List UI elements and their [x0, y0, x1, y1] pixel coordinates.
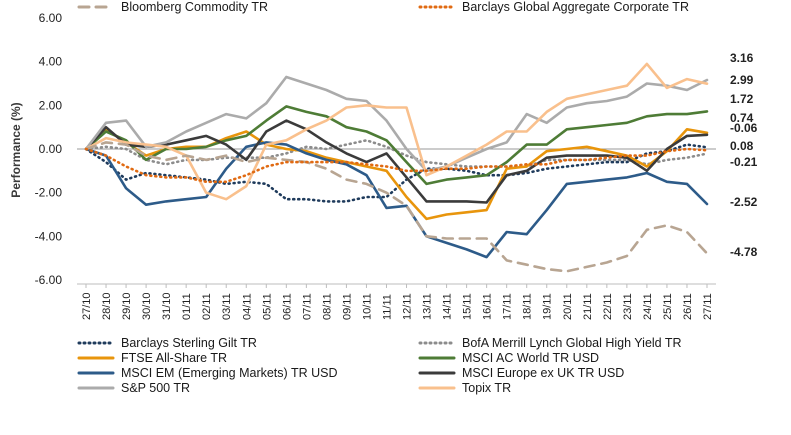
x-tick-label: 11/11: [381, 294, 393, 320]
x-tick-label: 15/11: [462, 293, 474, 320]
x-tick-label: 27/10: [81, 292, 93, 320]
y-tick-label: -4.00: [35, 229, 63, 243]
x-tick-label: 10/11: [361, 293, 373, 320]
end-value-label: 2.99: [730, 73, 754, 87]
x-tick-label: 30/10: [141, 292, 153, 320]
x-tick-label: 28/10: [101, 292, 113, 320]
x-tick-label: 27/11: [702, 293, 714, 320]
x-tick-label: 31/10: [161, 292, 173, 320]
y-tick-label: -2.00: [35, 186, 63, 200]
x-tick-label: 22/11: [602, 293, 614, 320]
x-tick-label: 19/11: [542, 293, 554, 320]
y-tick-label: 0.00: [39, 142, 63, 156]
x-tick-label: 21/11: [582, 293, 594, 320]
x-tick-label: 23/11: [622, 293, 634, 320]
x-tick-label: 06/11: [281, 293, 293, 320]
series-line-7: [84, 62, 709, 201]
x-tick-label: 16/11: [482, 293, 494, 320]
x-tick-label: 03/11: [221, 293, 233, 320]
x-tick-label: 14/11: [442, 293, 454, 320]
x-tick-label: 29/10: [121, 292, 133, 320]
x-tick-label: 05/11: [261, 293, 273, 320]
end-value-label: -0.06: [730, 121, 758, 135]
end-value-label: 1.72: [730, 92, 754, 106]
end-value-label: -0.21: [730, 155, 758, 169]
x-tick-label: 13/11: [422, 293, 434, 320]
y-axis-title: Performance (%): [9, 102, 23, 197]
x-tick-label: 24/11: [642, 293, 654, 320]
x-tick-label: 26/11: [682, 293, 694, 320]
y-tick-label: 2.00: [39, 98, 63, 112]
series-line-6: [84, 75, 709, 173]
series-line-4: [84, 141, 709, 259]
x-tick-label: 12/11: [402, 293, 414, 320]
series-line-5: [84, 119, 709, 204]
x-tick-label: 17/11: [502, 293, 514, 320]
x-tick-label: 20/11: [562, 293, 574, 320]
series-line-2: [84, 128, 709, 221]
series-line-9: [84, 147, 709, 184]
x-tick-label: 04/11: [241, 293, 253, 320]
y-tick-label: 4.00: [39, 55, 63, 69]
series-line-8: [84, 141, 709, 273]
end-value-label: 0.08: [730, 139, 754, 153]
y-tick-label: 6.00: [39, 11, 63, 25]
series-line-3: [84, 105, 709, 186]
end-value-label: 0.74: [730, 111, 754, 125]
x-tick-label: 09/11: [341, 293, 353, 320]
end-value-label: 3.16: [730, 51, 754, 65]
x-tick-label: 02/11: [201, 293, 213, 320]
x-tick-label: 25/11: [662, 293, 674, 320]
x-tick-label: 08/11: [321, 293, 333, 320]
end-value-label: -2.52: [730, 195, 758, 209]
x-tick-label: 18/11: [522, 293, 534, 320]
end-value-label: -4.78: [730, 245, 758, 259]
x-tick-label: 01/11: [181, 293, 193, 320]
x-tick-label: 07/11: [301, 293, 313, 320]
y-tick-label: -6.00: [35, 273, 63, 287]
